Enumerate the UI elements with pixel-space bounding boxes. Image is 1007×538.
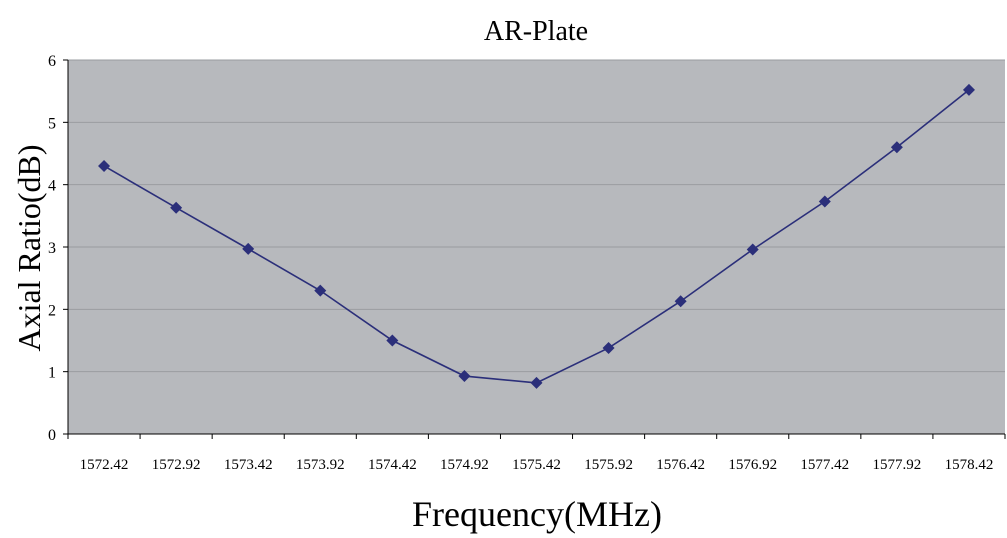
- gridlines: [68, 59, 1005, 373]
- x-tick-label: 1576.92: [728, 457, 777, 473]
- x-tick-label: 1574.92: [440, 457, 489, 473]
- data-point: [890, 141, 903, 154]
- data-point: [962, 83, 975, 96]
- data-point: [674, 295, 687, 308]
- data-point: [386, 334, 399, 347]
- y-tick-label: 6: [48, 53, 56, 70]
- y-tick-label: 4: [48, 178, 56, 195]
- x-tick-label: 1573.42: [224, 457, 273, 473]
- y-axis-label: Axial Ratio(dB): [11, 144, 47, 351]
- x-tick-label: 1575.92: [584, 457, 633, 473]
- x-tick-label: 1578.42: [945, 457, 994, 473]
- x-tick-label: 1576.42: [656, 457, 705, 473]
- series-layer: [98, 83, 975, 389]
- data-point: [530, 376, 543, 389]
- data-point: [458, 370, 471, 383]
- x-tick-label: 1575.42: [512, 457, 561, 473]
- axes: 0 1 2 3 4 5 6 1572.42 1572.92 1573.42 1573.92 1574.…: [48, 53, 1006, 473]
- data-point: [746, 243, 759, 256]
- chart-title: AR-Plate: [484, 16, 588, 47]
- y-tick-label: 3: [48, 240, 56, 257]
- data-point: [170, 201, 183, 214]
- y-tick-label: 0: [48, 427, 56, 444]
- y-tick-label: 5: [48, 115, 56, 132]
- x-tick-label: 1573.92: [296, 457, 345, 473]
- x-tick-label: 1577.42: [800, 457, 849, 473]
- x-tick-label: 1574.42: [368, 457, 417, 473]
- x-tick-label: 1572.92: [152, 457, 201, 473]
- data-point: [602, 341, 615, 354]
- x-axis-label: Frequency(MHz): [412, 494, 662, 534]
- data-point: [314, 284, 327, 297]
- x-tick-label: 1577.92: [873, 457, 922, 473]
- data-point: [98, 159, 111, 172]
- y-tick-label: 2: [48, 302, 56, 319]
- data-point: [242, 242, 255, 255]
- x-tick-label: 1572.42: [80, 457, 129, 473]
- data-point: [818, 195, 831, 208]
- y-tick-label: 1: [48, 365, 56, 382]
